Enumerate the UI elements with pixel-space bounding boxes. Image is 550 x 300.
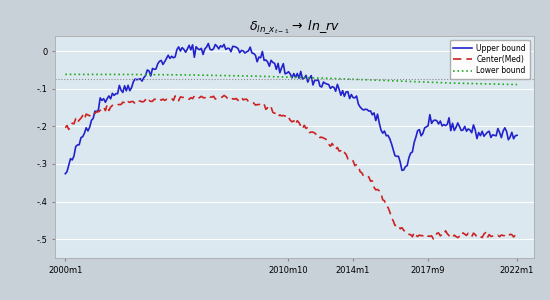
Center(Med) xyxy=(252,103,258,107)
Center(Med) xyxy=(496,235,503,238)
Center(Med) xyxy=(254,103,261,106)
Upper bound xyxy=(126,89,133,92)
Lower bound xyxy=(62,73,69,76)
Upper bound xyxy=(514,134,520,137)
Upper bound xyxy=(62,172,69,175)
Center(Med) xyxy=(126,100,133,104)
Center(Med) xyxy=(514,232,520,236)
Title: $\delta_{ln\_x_{t-1}} \rightarrow$ ln_rv: $\delta_{ln\_x_{t-1}} \rightarrow$ ln_rv xyxy=(249,18,340,36)
Line: Lower bound: Lower bound xyxy=(65,74,517,85)
Legend: Upper bound, Center(Med), Lower bound: Upper bound, Center(Med), Lower bound xyxy=(449,40,530,79)
Line: Center(Med): Center(Med) xyxy=(65,95,517,239)
Lower bound xyxy=(514,83,520,86)
Lower bound xyxy=(252,74,258,78)
Center(Med) xyxy=(221,94,227,97)
Lower bound xyxy=(250,74,257,78)
Upper bound xyxy=(116,84,123,87)
Center(Med) xyxy=(428,234,435,238)
Upper bound xyxy=(428,122,435,125)
Lower bound xyxy=(427,80,433,84)
Center(Med) xyxy=(62,126,69,130)
Center(Med) xyxy=(116,103,123,106)
Upper bound xyxy=(254,60,261,64)
Upper bound xyxy=(252,53,258,57)
Upper bound xyxy=(494,127,501,130)
Lower bound xyxy=(493,82,499,86)
Lower bound xyxy=(116,73,123,76)
Line: Upper bound: Upper bound xyxy=(65,44,517,174)
Lower bound xyxy=(126,73,133,76)
Center(Med) xyxy=(430,237,437,241)
Upper bound xyxy=(205,42,212,45)
